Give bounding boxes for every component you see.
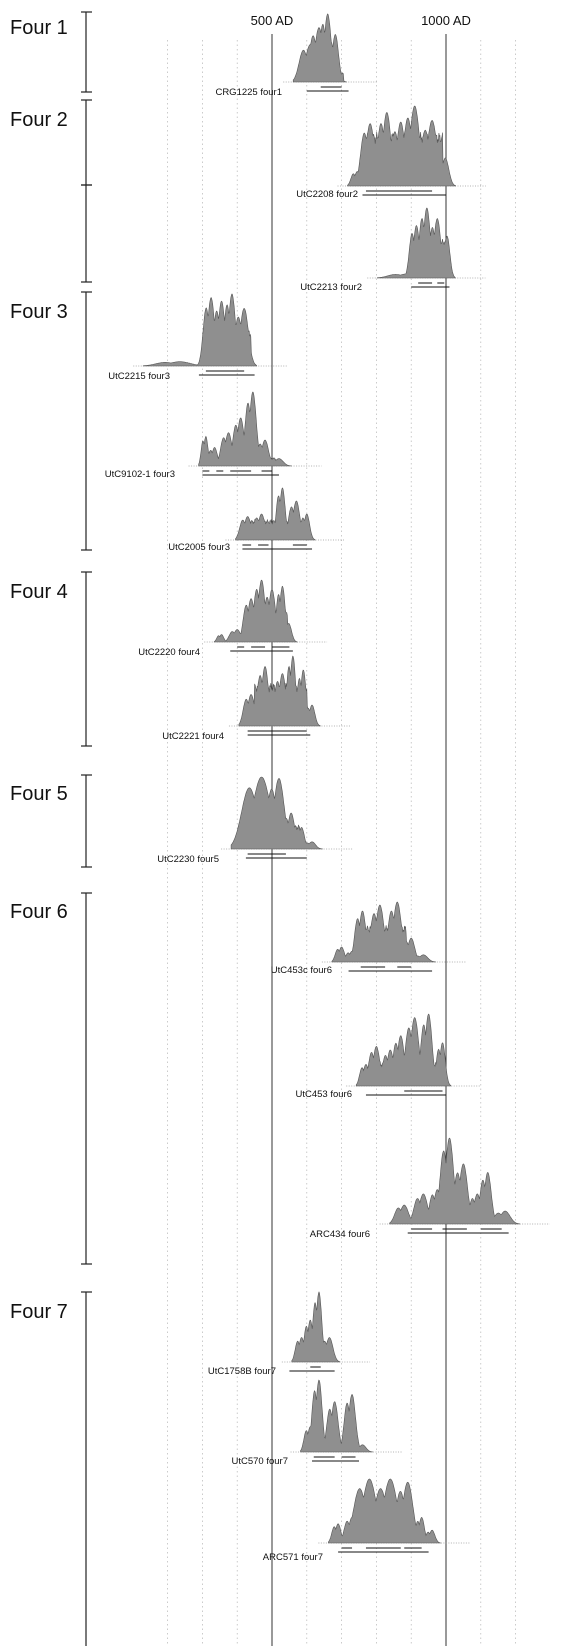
sample-plot: UtC2230 four5 [157,776,353,865]
group-bracket [81,184,92,283]
reference-line-label: 1000 AD [421,13,471,28]
sample-plot: UtC2220 four4 [138,579,328,658]
sample-plot: UtC2215 four3 [108,293,287,382]
group-label: Four 6 [10,901,68,923]
grid-lines [167,40,516,1646]
probability-distribution [328,1478,442,1544]
reference-line-label: 500 AD [251,13,294,28]
sample-plot: ARC571 four7 [263,1478,471,1563]
probability-distribution [377,207,456,279]
sample-label: UtC570 four7 [231,1456,288,1467]
sample-plot: UtC2221 four4 [162,655,351,742]
group-bracket [81,291,92,551]
sample-label: UtC2213 four2 [300,282,362,293]
group-label: Four 5 [10,783,68,805]
group-bracket [81,571,92,747]
group-label: Four 7 [10,1301,68,1323]
group-bracket [81,892,92,1265]
probability-distribution [238,655,321,727]
sample-plot: UtC570 four7 [231,1379,403,1467]
probability-distribution [235,487,316,541]
group-bracket [81,99,92,186]
sample-plot: UtC2208 four2 [296,105,486,200]
group-bracket [81,11,92,93]
sample-label: UtC9102-1 four3 [105,469,175,480]
group-label: Four 3 [10,301,68,323]
group-label: Four 2 [10,109,68,131]
probability-distribution [213,579,299,643]
probability-distribution [347,105,457,187]
sample-label: UtC453c four6 [271,965,332,976]
probability-distribution [198,391,292,467]
sample-plot: UtC1758B four7 [208,1291,370,1377]
sample-label: UtC2215 four3 [108,371,170,382]
sample-groups: Four 1 Four 2 Four 3 Four 4 Four 5 Four 6 Four… [10,11,92,1646]
group-label: Four 1 [10,17,68,39]
sample-label: UtC2230 four5 [157,854,219,865]
probability-distribution [331,901,437,963]
sample-plot: UtC453c four6 [271,901,466,976]
probability-distribution [142,293,258,367]
probability-distribution [230,776,323,850]
sample-plot: ARC434 four6 [310,1137,550,1240]
sample-plot: CRG1225 four1 [215,13,377,98]
sample-plot: UtC2005 four3 [168,487,346,553]
sample-label: ARC571 four7 [263,1552,323,1563]
probability-distribution [291,1291,341,1363]
sample-label: UtC1758B four7 [208,1366,276,1377]
sample-plots: CRG1225 four1 UtC2208 four2 UtC2213 four2 U… [105,13,550,1563]
group-label: Four 4 [10,581,68,603]
group-bracket [81,774,92,868]
probability-distribution [389,1137,521,1225]
sample-label: UtC2208 four2 [296,189,358,200]
sample-plot: UtC9102-1 four3 [105,391,322,480]
sample-label: UtC2221 four4 [162,731,224,742]
sample-plot: UtC453 four6 [295,1013,481,1100]
probability-distribution [300,1379,373,1453]
probability-distribution [292,13,347,83]
sample-plot: UtC2213 four2 [300,207,486,293]
sample-label: UtC453 four6 [295,1089,352,1100]
sample-label: UtC2005 four3 [168,542,230,553]
sample-label: UtC2220 four4 [138,647,200,658]
sample-label: ARC434 four6 [310,1229,370,1240]
probability-distribution [355,1013,452,1087]
sample-label: CRG1225 four1 [215,87,282,98]
group-bracket [81,1291,92,1646]
